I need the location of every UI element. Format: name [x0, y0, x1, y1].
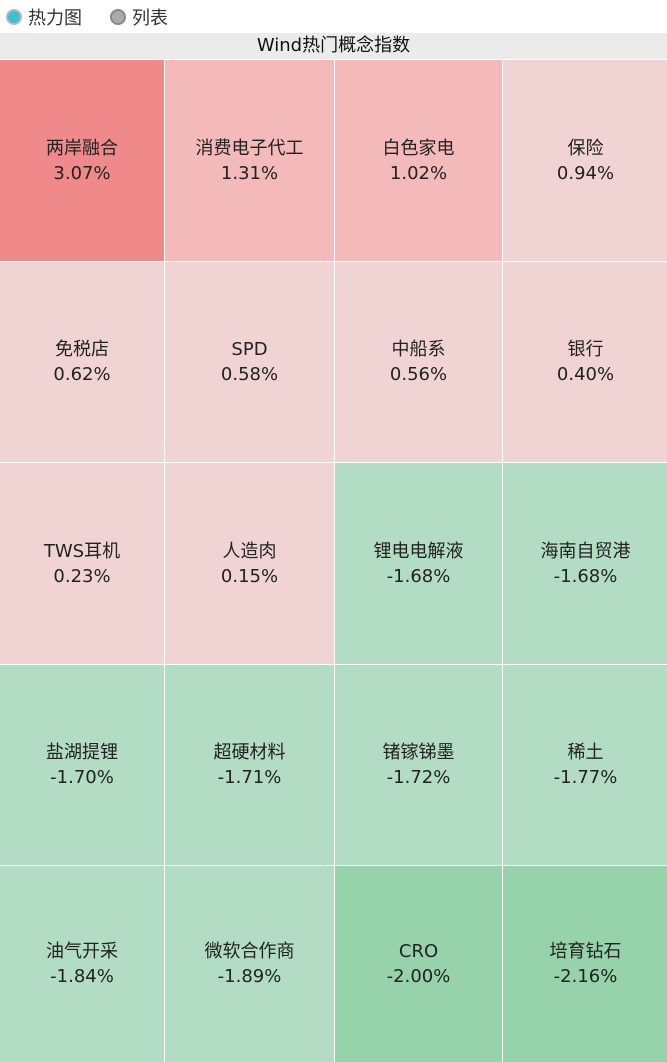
radio-unselected-icon [110, 8, 126, 25]
heatmap-cell[interactable]: 消费电子代工 1.31% [165, 60, 334, 261]
heatmap-cell[interactable]: 微软合作商 -1.89% [165, 866, 334, 1062]
radio-label: 热力图 [28, 7, 82, 29]
concept-name: 超硬材料 [213, 742, 286, 763]
heatmap-cell[interactable]: 稀土 -1.77% [503, 665, 667, 865]
concept-name: 银行 [567, 339, 604, 360]
concept-change: -1.71% [217, 767, 282, 788]
heatmap-cell[interactable]: SPD 0.58% [165, 262, 334, 462]
concept-change: 1.31% [220, 162, 279, 184]
concept-change: 0.62% [53, 364, 111, 385]
concept-name: 中船系 [391, 339, 446, 360]
view-toggle: 热力图 列表 [0, 0, 667, 33]
concept-name: 保险 [567, 137, 604, 159]
heatmap-cell[interactable]: 免税店 0.62% [0, 262, 164, 462]
concept-change: 0.94% [556, 162, 615, 184]
concept-name: 微软合作商 [204, 941, 295, 962]
heatmap-grid: 两岸融合 3.07% 消费电子代工 1.31% 白色家电 1.02% 保险 0.94% 免税店 0… [0, 60, 667, 1062]
heatmap-cell[interactable]: 油气开采 -1.84% [0, 866, 164, 1062]
radio-list[interactable]: 列表 [110, 4, 168, 30]
concept-change: 3.07% [53, 162, 111, 184]
heatmap-cell[interactable]: 两岸融合 3.07% [0, 60, 164, 261]
concept-name: 白色家电 [382, 137, 455, 159]
concept-name: SPD [231, 339, 268, 360]
heatmap-cell[interactable]: 培育钻石 -2.16% [503, 866, 667, 1062]
concept-change: 0.40% [556, 364, 615, 385]
heatmap-cell[interactable]: 中船系 0.56% [335, 262, 502, 462]
concept-name: 锂电电解液 [373, 540, 464, 562]
concept-change: -1.68% [386, 565, 451, 587]
concept-change: 1.02% [389, 162, 448, 184]
concept-name: 油气开采 [46, 941, 118, 962]
concept-change: -2.00% [386, 966, 451, 987]
radio-selected-icon [6, 8, 22, 25]
concept-name: 海南自贸港 [540, 540, 631, 562]
heatmap-cell[interactable]: 盐湖提锂 -1.70% [0, 665, 164, 865]
radio-heatmap[interactable]: 热力图 [6, 4, 82, 30]
concept-name: 培育钻石 [549, 941, 622, 962]
heatmap-cell[interactable]: 人造肉 0.15% [165, 463, 334, 664]
concept-change: -1.68% [553, 565, 618, 587]
heatmap-cell[interactable]: CRO -2.00% [335, 866, 502, 1062]
heatmap-title: Wind热门概念指数 [0, 33, 667, 59]
heatmap-cell[interactable]: 海南自贸港 -1.68% [503, 463, 667, 664]
concept-name: 免税店 [55, 339, 109, 360]
concept-name: TWS耳机 [43, 540, 121, 562]
concept-name: 稀土 [567, 742, 604, 763]
concept-change: -1.70% [50, 767, 114, 788]
heatmap-cell[interactable]: 锂电电解液 -1.68% [335, 463, 502, 664]
concept-change: -1.89% [217, 966, 282, 987]
heatmap-cell[interactable]: 银行 0.40% [503, 262, 667, 462]
heatmap-cell[interactable]: TWS耳机 0.23% [0, 463, 164, 664]
heatmap-cell[interactable]: 白色家电 1.02% [335, 60, 502, 261]
concept-name: 人造肉 [222, 540, 277, 562]
concept-name: 消费电子代工 [195, 137, 304, 159]
concept-change: -1.77% [553, 767, 618, 788]
concept-change: -1.72% [386, 767, 451, 788]
concept-change: 0.23% [53, 565, 111, 587]
concept-change: 0.15% [220, 565, 279, 587]
concept-change: 0.58% [220, 364, 279, 385]
concept-name: 盐湖提锂 [46, 742, 118, 763]
concept-name: 锗镓锑墨 [382, 742, 455, 763]
heatmap-cell[interactable]: 锗镓锑墨 -1.72% [335, 665, 502, 865]
radio-label: 列表 [132, 7, 168, 29]
concept-change: -1.84% [50, 966, 114, 987]
heatmap-cell[interactable]: 保险 0.94% [503, 60, 667, 261]
concept-name: CRO [398, 941, 439, 962]
heatmap-cell[interactable]: 超硬材料 -1.71% [165, 665, 334, 865]
concept-change: -2.16% [553, 966, 618, 987]
concept-name: 两岸融合 [46, 137, 118, 159]
concept-change: 0.56% [389, 364, 448, 385]
